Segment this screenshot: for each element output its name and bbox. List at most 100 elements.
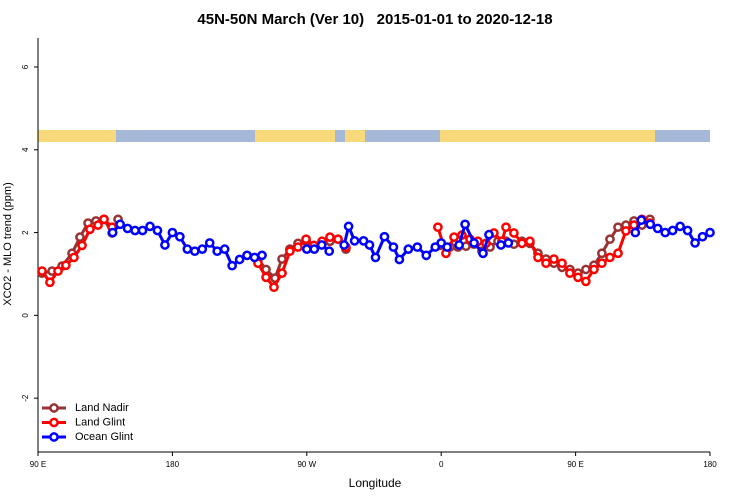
x-tick-label: 180 [166,460,180,469]
data-point [325,232,335,242]
data-point [167,227,178,238]
data-point [333,234,343,245]
data-point [197,244,208,254]
data-point [630,227,641,238]
y-axis-label: XCO2 - MLO trend (ppm) [2,182,14,305]
data-point [379,231,390,242]
data-point [61,260,71,271]
data-point [581,276,591,287]
data-point [682,225,693,236]
data-point [645,219,656,230]
legend-label: Land Glint [75,416,125,428]
data-point [316,240,327,250]
legend-marker [49,432,59,442]
data-point [403,244,414,254]
data-point [705,227,715,238]
data-point [277,268,287,279]
data-point [301,244,312,254]
data-point [509,228,519,238]
data-point [388,242,399,252]
data-point [549,254,559,264]
data-point [621,226,631,236]
y-tick-label: 0 [21,313,30,318]
data-point [175,231,185,242]
legend-marker [49,417,59,428]
data-point [93,220,103,230]
data-point [597,258,607,269]
data-point [160,240,170,250]
y-tick-label: 2 [21,230,30,235]
data-point [469,238,479,248]
data-point [293,242,303,252]
y-tick-label: -2 [21,394,30,402]
data-point [37,266,47,276]
legend-marker [49,403,59,413]
data-point [122,223,133,234]
data-point [107,227,118,238]
x-tick-label: 90 E [567,460,583,469]
data-point [145,221,155,232]
data-point [364,240,375,250]
x-tick-label: 0 [439,460,444,469]
data-point [675,221,685,232]
data-point [324,246,335,257]
data-point [75,232,85,242]
data-point [261,272,271,283]
data-point [503,238,514,248]
data-point [394,254,405,265]
data-point [77,240,87,251]
data-point [636,215,647,226]
data-point [605,234,615,245]
data-point [212,246,223,257]
data-point [421,250,432,261]
data-point [189,246,200,257]
data-point [301,234,311,245]
data-point [533,252,543,263]
legend-label: Land Nadir [75,402,129,414]
data-point [667,225,678,236]
data-point [478,248,488,259]
data-point [257,250,267,261]
data-point [652,223,663,234]
data-point [130,225,140,236]
data-point [204,238,215,248]
data-point [69,252,79,263]
data-point [442,242,453,252]
data-point [589,264,599,275]
series [107,215,715,271]
data-point [454,240,464,250]
data-point [234,254,245,265]
data-point [605,252,615,263]
data-point [227,260,237,271]
chart-title: 45N-50N March (Ver 10) 2015-01-01 to 202… [197,11,552,28]
data-point [581,264,591,275]
data-point [496,240,506,250]
data-point [152,225,163,236]
data-point [449,232,459,242]
data-point [339,240,349,250]
data-point [99,214,109,225]
y-tick-label: 4 [21,147,30,152]
x-tick-label: 90 W [297,460,316,469]
data-point [349,236,360,246]
data-point [501,222,511,233]
data-point [613,248,623,259]
data-point [343,221,354,232]
y-tick-label: 6 [21,64,30,69]
data-point [433,222,443,233]
data-point [697,231,708,242]
data-point [53,266,63,276]
data-point [541,258,551,269]
data-point [137,225,148,236]
data-point [115,219,125,230]
data-point [182,244,193,254]
x-tick-label: 180 [703,460,717,469]
x-tick-label: 90 E [30,460,46,469]
data-point [242,250,252,261]
data-point [412,242,423,252]
data-point [597,248,607,259]
data-point [460,219,470,230]
data-point [690,238,700,248]
data-point [370,252,381,263]
